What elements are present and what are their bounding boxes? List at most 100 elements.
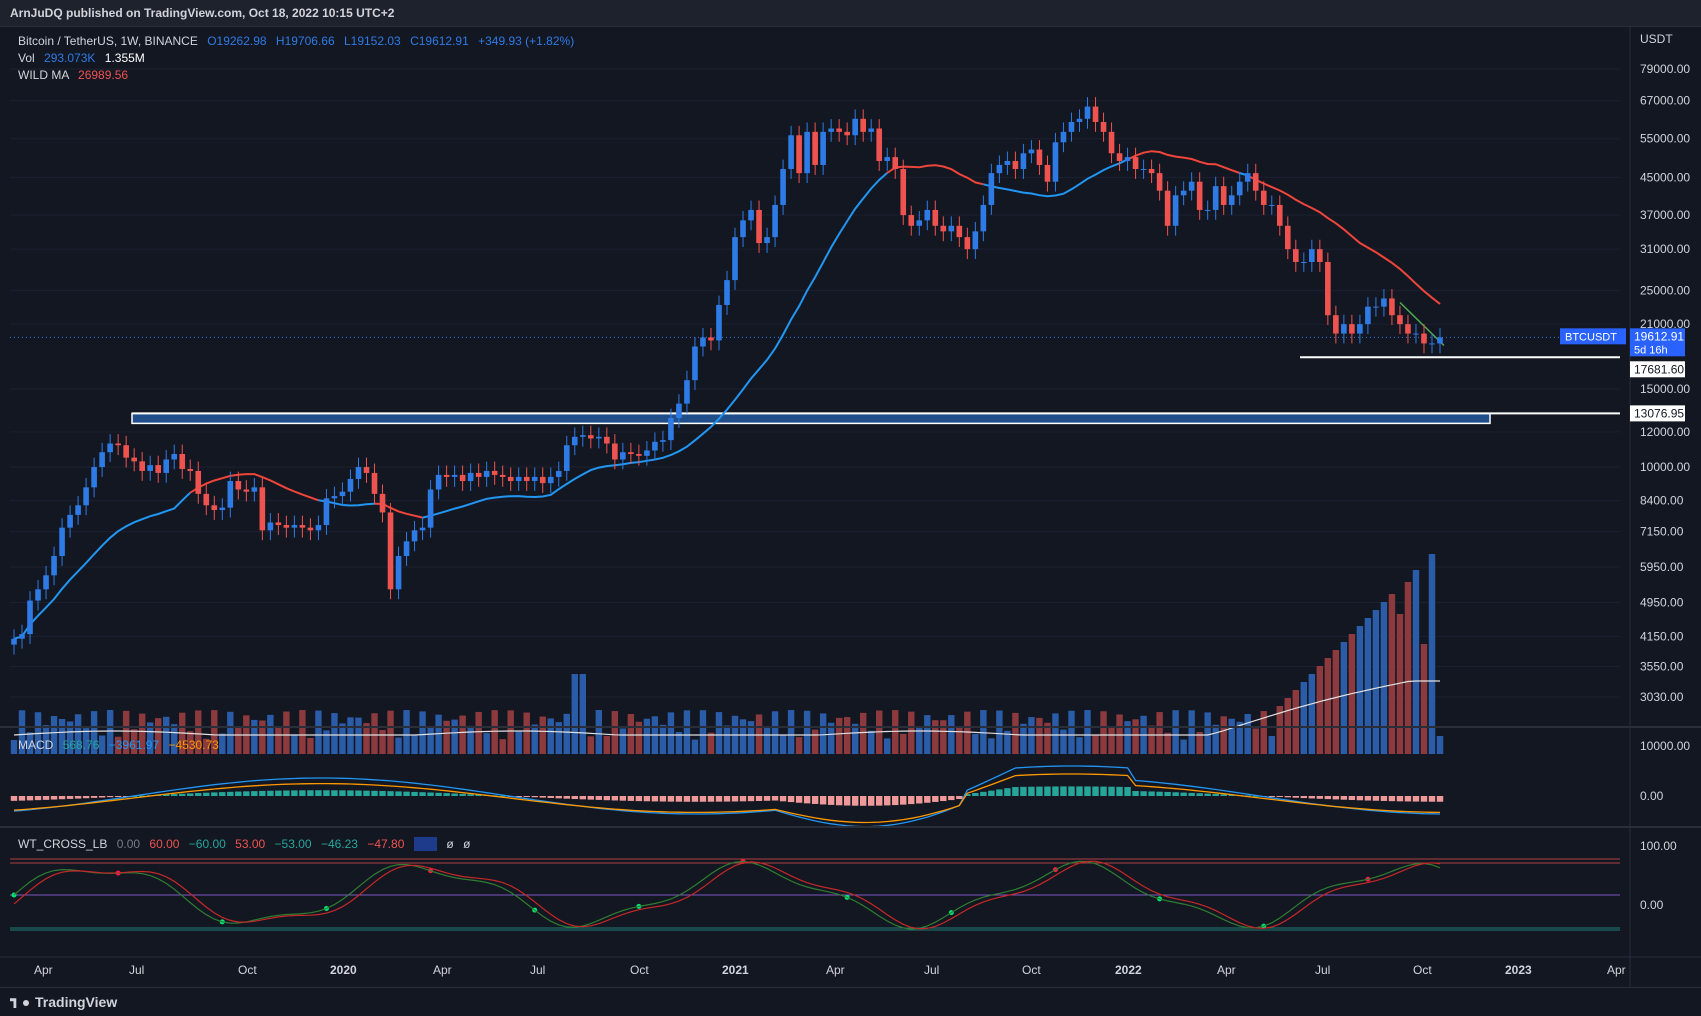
macd-hist-bar (1252, 795, 1259, 797)
volume-bar (26, 732, 34, 754)
candle-body (1284, 225, 1291, 250)
macd-hist-bar (739, 796, 747, 802)
macd-hist-bar (1276, 796, 1283, 797)
wt-value-0: 0.00 (116, 837, 141, 851)
candle-body (620, 452, 626, 460)
volume-bar (1004, 730, 1011, 754)
macd-hist-bar (884, 796, 891, 806)
candle-body (1236, 181, 1243, 196)
time-axis-label: Oct (1022, 963, 1041, 977)
candle-body (171, 454, 178, 460)
macd-hist-bar (1132, 791, 1139, 796)
candle-body (179, 454, 186, 469)
candle-body (692, 346, 698, 381)
volume-bar (1180, 739, 1187, 754)
candle-body (644, 450, 650, 456)
low-value: L19152.03 (343, 34, 401, 48)
volume-bar (579, 674, 587, 754)
macd-hist-bar (171, 794, 178, 796)
candle-body (491, 470, 498, 475)
volume-bar (379, 730, 386, 754)
macd-hist-bar (1388, 796, 1396, 802)
volume-bar (491, 710, 498, 754)
candle-body (1349, 324, 1355, 334)
volume-bar (106, 710, 114, 754)
candle-body (467, 472, 474, 482)
macd-hist-bar (243, 791, 250, 796)
candle-body (908, 215, 915, 226)
candle-body (1292, 249, 1299, 263)
time-axis-label: Oct (1413, 963, 1432, 977)
macd-hist-bar (467, 794, 474, 796)
published-by-text: ArnJuDQ published on TradingView.com, Oc… (10, 6, 395, 20)
candle-body (267, 522, 274, 531)
ma-legend[interactable]: WILD MA 26989.56 (18, 68, 128, 82)
wild-ma-segment (422, 172, 888, 519)
macd-hist-bar (779, 796, 787, 802)
macd-hist-bar (715, 796, 723, 802)
macd-hist-bar (1292, 796, 1300, 798)
candle-body (964, 237, 971, 250)
macd-hist-bar (323, 790, 330, 796)
candle-body (1429, 343, 1435, 345)
macd-hist-bar (747, 796, 755, 802)
volume-bar (251, 719, 258, 754)
volume-bar (219, 733, 226, 754)
signal-line (13, 773, 1441, 824)
macd-hist-bar (355, 790, 362, 796)
macd-hist-bar (219, 792, 226, 796)
macd-hist-bar (459, 793, 466, 796)
time-axis-label: 2022 (1115, 963, 1142, 977)
level-2-tag-bg (1630, 405, 1685, 422)
volume-bar (339, 723, 346, 754)
volume-legend[interactable]: Vol 293.073K 1.355M (18, 51, 145, 65)
volume-bar (859, 712, 867, 754)
volume-bar (74, 714, 82, 754)
volume-bar (1108, 727, 1115, 754)
candle-body (1437, 337, 1443, 344)
candle-body (884, 157, 891, 161)
volume-bar (1356, 626, 1364, 754)
volume-bar (371, 713, 378, 754)
macd-hist-bar (964, 794, 971, 796)
volume-bar (154, 718, 162, 754)
candle-body (1220, 186, 1227, 205)
macd-hist-bar (371, 790, 378, 796)
chart-canvas[interactable]: USDT 79000.00 67000.00 55000.00 45000.00 3700… (0, 27, 1701, 987)
candle-body (700, 337, 706, 347)
time-axis-label: Apr (826, 963, 845, 977)
macd-hist-bar (1092, 786, 1099, 796)
volume-bar (523, 712, 530, 754)
macd-legend[interactable]: MACD 568.76 −3961.97 −4530.73 (18, 738, 219, 752)
volume-bar (187, 731, 194, 754)
macd-hist-bar (787, 796, 795, 803)
volume-bar (1116, 714, 1123, 754)
volume-bar (1428, 554, 1436, 754)
candle-body (1116, 153, 1123, 161)
candle-body (940, 225, 947, 232)
grid-lines (10, 68, 1620, 698)
wt-value-3: 53.00 (235, 837, 266, 851)
volume-bar (195, 710, 202, 754)
volume-bar (763, 727, 771, 754)
chart-area[interactable]: USDT 79000.00 67000.00 55000.00 45000.00 3700… (0, 27, 1701, 987)
tradingview-logo[interactable]: TradingView (10, 994, 117, 1010)
price-axis-label: 31000.00 (1640, 242, 1690, 256)
level-2-label: 13076.95 (1634, 406, 1684, 420)
wt-legend[interactable]: WT_CROSS_LB 0.00 60.00 −60.00 53.00 −53.… (18, 837, 470, 851)
price-axis-label: 15000.00 (1640, 382, 1690, 396)
candle-body (1421, 333, 1427, 344)
volume-bar (1044, 722, 1051, 754)
macd-hist-bar (1116, 786, 1123, 796)
macd-hist-bar (259, 790, 266, 796)
volume-bar (1188, 710, 1195, 754)
candle-body (628, 452, 634, 455)
symbol-legend[interactable]: Bitcoin / TetherUS, 1W, BINANCE O19262.9… (18, 34, 574, 48)
volume-bar (1132, 719, 1139, 754)
symbol-tag: BTCUSDT (1565, 331, 1617, 343)
candle-body (283, 525, 290, 528)
publish-header: ArnJuDQ published on TradingView.com, Oc… (0, 0, 1701, 27)
macd-hist-bar (867, 796, 875, 806)
change-value: +349.93 (+1.82%) (478, 34, 575, 48)
candle-body (956, 225, 963, 238)
